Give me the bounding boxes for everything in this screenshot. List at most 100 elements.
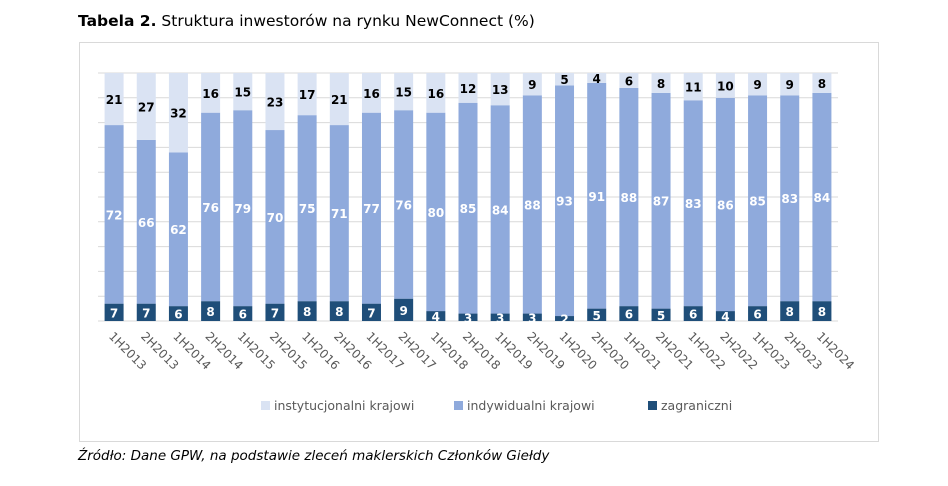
data-label-instytucjonalni: 32 [170,107,187,121]
title-text: Struktura inwestorów na rynku NewConnect… [161,12,535,30]
bar-segment-zagraniczni [233,306,253,321]
bar-segment-indywidualni [361,112,381,304]
data-label-instytucjonalni: 8 [657,77,665,91]
data-label-zagraniczni: 6 [174,308,182,322]
data-label-instytucjonalni: 6 [625,74,633,88]
data-label-zagraniczni: 8 [335,305,343,319]
bar-segment-instytucjonalni [780,73,800,96]
data-label-zagraniczni: 4 [721,310,729,324]
bar-segment-zagraniczni [748,306,768,321]
data-label-instytucjonalni: 16 [202,87,219,101]
data-label-zagraniczni: 8 [786,305,794,319]
bar-segment-instytucjonalni [265,73,285,131]
bar-segment-instytucjonalni [619,73,639,88]
data-label-indywidualni: 71 [331,207,348,221]
bar-segment-instytucjonalni [683,73,703,101]
bar-segment-instytucjonalni [812,73,832,93]
data-label-instytucjonalni: 4 [593,72,601,86]
data-label-instytucjonalni: 16 [427,87,444,101]
data-label-instytucjonalni: 13 [492,83,509,97]
data-label-instytucjonalni: 27 [138,100,155,114]
bar-segment-instytucjonalni [651,73,671,93]
bar-segment-instytucjonalni [555,73,575,86]
legend-swatch [454,401,463,410]
bar-segment-zagraniczni [168,306,188,321]
legend-label: instytucjonalni krajowi [274,398,414,413]
data-label-indywidualni: 72 [106,208,123,222]
title-bold: Tabela 2. [78,12,157,30]
data-label-zagraniczni: 3 [464,311,472,325]
data-label-indywidualni: 66 [138,216,155,230]
data-label-zagraniczni: 7 [110,306,118,320]
bar-segment-instytucjonalni [233,73,253,111]
data-label-zagraniczni: 3 [496,311,504,325]
bar-segment-instytucjonalni [168,73,188,153]
bar-segment-indywidualni [748,95,768,307]
data-label-indywidualni: 86 [717,198,734,212]
data-label-instytucjonalni: 11 [685,81,702,95]
bar-segment-indywidualni [394,110,414,299]
bar-segment-instytucjonalni [426,73,446,113]
data-label-zagraniczni: 6 [753,308,761,322]
data-label-zagraniczni: 8 [818,305,826,319]
bar-segment-indywidualni [522,95,542,314]
data-label-indywidualni: 87 [653,195,670,209]
data-label-indywidualni: 76 [395,198,412,212]
bar-segment-zagraniczni [715,311,735,321]
bar-segment-instytucjonalni [329,73,349,126]
data-label-indywidualni: 84 [492,203,509,217]
data-label-indywidualni: 88 [621,191,638,205]
data-label-zagraniczni: 5 [657,309,665,323]
bar-segment-instytucjonalni [104,73,124,126]
bar-segment-indywidualni [651,92,671,309]
data-label-zagraniczni: 8 [303,305,311,319]
data-label-indywidualni: 91 [588,190,605,204]
bar-segment-indywidualni [136,139,156,304]
bar-segment-indywidualni [329,125,349,302]
data-label-zagraniczni: 2 [560,313,568,327]
bar-segment-indywidualni [555,85,575,317]
bar-segment-zagraniczni [426,311,446,321]
bar-segment-indywidualni [265,130,285,304]
legend-label: zagraniczni [661,398,732,413]
bar-segment-indywidualni [458,102,478,314]
bar-segment-zagraniczni [361,303,381,321]
data-label-zagraniczni: 5 [593,309,601,323]
bar-segment-zagraniczni [104,303,124,321]
data-label-instytucjonalni: 9 [786,78,794,92]
bar-segment-indywidualni [233,110,253,307]
bar-segment-indywidualni [297,115,317,302]
data-label-instytucjonalni: 9 [753,78,761,92]
bars: 7722176627662328761667915770238751787121… [104,72,832,327]
data-label-indywidualni: 80 [427,206,444,220]
data-label-indywidualni: 85 [460,202,477,216]
data-label-zagraniczni: 3 [528,311,536,325]
data-label-zagraniczni: 8 [206,305,214,319]
data-label-indywidualni: 84 [814,191,831,205]
bar-segment-instytucjonalni [587,73,607,83]
bar-segment-zagraniczni [555,316,575,321]
bar-segment-indywidualni [780,95,800,302]
data-label-indywidualni: 79 [234,202,251,216]
legend: instytucjonalni krajowi indywidualni kraj… [261,398,732,413]
bar-segment-indywidualni [426,112,446,312]
bar-segment-zagraniczni [329,301,349,321]
bar-segment-indywidualni [201,112,221,302]
bar-segment-instytucjonalni [458,73,478,103]
data-label-indywidualni: 76 [202,201,219,215]
bar-segment-indywidualni [683,100,703,307]
bar-segment-zagraniczni [683,306,703,321]
bar-segment-zagraniczni [522,313,542,321]
data-label-zagraniczni: 6 [239,308,247,322]
bar-segment-indywidualni [587,82,607,309]
data-label-instytucjonalni: 23 [267,96,284,110]
bar-segment-instytucjonalni [394,73,414,111]
data-label-instytucjonalni: 8 [818,77,826,91]
data-label-instytucjonalni: 21 [331,93,348,107]
bar-segment-zagraniczni [265,303,285,321]
bar-segment-indywidualni [619,87,639,307]
data-label-zagraniczni: 6 [625,308,633,322]
bar-segment-zagraniczni [780,301,800,321]
bar-segment-instytucjonalni [297,73,317,116]
data-label-instytucjonalni: 15 [234,86,251,100]
